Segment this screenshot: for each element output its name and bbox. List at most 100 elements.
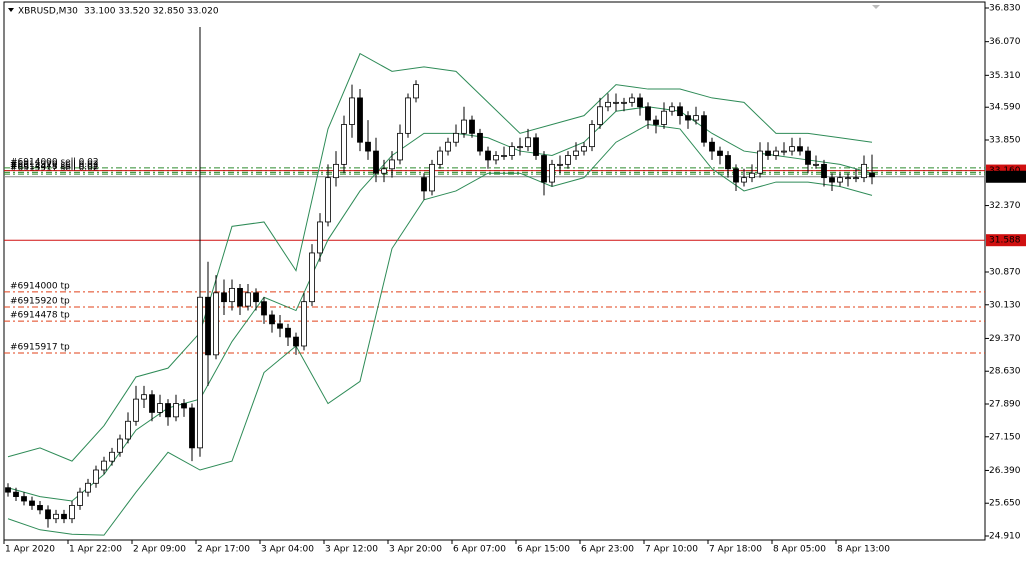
candle-body [613, 101, 619, 104]
candle-body [645, 106, 651, 121]
y-tick-label: 24.910 [989, 532, 1021, 542]
candle-body [277, 323, 283, 329]
candle-body [621, 101, 627, 104]
candle-body [117, 438, 123, 453]
candle-body [573, 150, 579, 156]
header-ohlc: 33.100 33.520 32.850 33.020 [84, 7, 219, 17]
candle-body [333, 163, 339, 179]
candle-body [181, 403, 187, 409]
candle-body [669, 106, 675, 112]
y-tick-label: 34.590 [989, 103, 1021, 113]
candle-body [253, 292, 259, 303]
x-tick-label: 6 Apr 23:00 [581, 545, 634, 555]
candle-body [285, 327, 291, 338]
candle-body [717, 150, 723, 156]
candle-body [61, 513, 67, 520]
x-tick-label: 7 Apr 18:00 [709, 545, 762, 555]
candle-body [837, 177, 843, 183]
candle-body [781, 150, 787, 153]
candle-body [69, 505, 75, 520]
y-tick-label: 30.870 [989, 268, 1021, 278]
candle-body [221, 292, 227, 303]
y-tick-label: 27.890 [989, 400, 1021, 410]
candle-body [213, 292, 219, 356]
x-tick-label: 1 Apr 2020 [5, 545, 55, 555]
x-tick-label: 2 Apr 17:00 [197, 545, 250, 555]
candle-body [373, 150, 379, 174]
candle-body [381, 168, 387, 174]
candle-body [725, 155, 731, 170]
candle-body [541, 155, 547, 183]
candle-body [845, 177, 851, 180]
candle-body [765, 150, 771, 156]
price-tag-label: 33.020 [989, 172, 1021, 182]
candle-body [21, 496, 27, 502]
candle-body [205, 296, 211, 356]
candle-body [749, 172, 755, 179]
candle-body [661, 110, 667, 125]
bollinger-upper [7, 52, 873, 462]
x-tick-label: 7 Apr 10:00 [645, 545, 698, 555]
candle-body [637, 97, 643, 108]
candle-body [549, 163, 555, 183]
candle-body [53, 513, 59, 520]
y-tick-label: 28.630 [989, 367, 1021, 377]
candle-body [197, 296, 203, 449]
x-tick-label: 3 Apr 20:00 [389, 545, 442, 555]
order-label: #6915920 tp [10, 296, 70, 306]
candle-body [405, 97, 411, 134]
candle-body [413, 84, 419, 99]
candle-body [629, 97, 635, 103]
candle-body [5, 487, 11, 493]
x-tick-label: 8 Apr 05:00 [773, 545, 826, 555]
order-label: #6915917 tp [10, 343, 70, 353]
candle-body [29, 500, 35, 506]
candle-body [237, 287, 243, 307]
y-tick-label: 36.830 [989, 4, 1021, 14]
candle-body [301, 301, 307, 347]
candle-body [461, 119, 467, 134]
plot-frame [3, 1, 986, 541]
x-tick-label: 3 Apr 04:00 [261, 545, 314, 555]
candle-body [173, 403, 179, 418]
x-tick-label: 3 Apr 12:00 [325, 545, 378, 555]
candle-body [445, 141, 451, 152]
candle-body [597, 106, 603, 125]
price-tag [986, 170, 1026, 183]
candle-body [821, 163, 827, 179]
candle-body [813, 163, 819, 166]
candle-body [701, 115, 707, 143]
candle-body [269, 314, 275, 325]
candle-body [341, 124, 347, 165]
candle-body [565, 155, 571, 165]
order-label: #6914000 tp [10, 281, 70, 291]
y-tick-label: 27.150 [989, 432, 1021, 442]
candle-body [37, 505, 43, 511]
order-label: #6914000 sell 0.02 [10, 157, 99, 167]
candle-body [317, 221, 323, 254]
candle-body [245, 292, 251, 307]
candle-body [853, 177, 859, 180]
candle-body [557, 163, 563, 166]
y-tick-label: 32.370 [989, 201, 1021, 211]
menu-arrow[interactable] [8, 8, 14, 12]
candle-body [485, 150, 491, 161]
candle-body [293, 336, 299, 347]
y-tick-label: 25.650 [989, 499, 1021, 509]
candle-body [869, 172, 875, 178]
candle-body [189, 407, 195, 449]
shift-marker[interactable] [872, 5, 880, 9]
candle-body [397, 132, 403, 161]
candle-body [149, 394, 155, 413]
candle-body [789, 146, 795, 152]
order-label: #6914478 sell 0.02 [10, 162, 99, 172]
order-label: #6915917 sell 0.02 [10, 164, 99, 174]
x-tick-label: 2 Apr 09:00 [133, 545, 186, 555]
candle-body [77, 491, 83, 506]
candle-body [469, 119, 475, 134]
candle-body [589, 124, 595, 148]
bollinger-lower [7, 123, 873, 536]
candle-body [429, 163, 435, 192]
symbol: XBRUSD,M30 [18, 7, 78, 17]
